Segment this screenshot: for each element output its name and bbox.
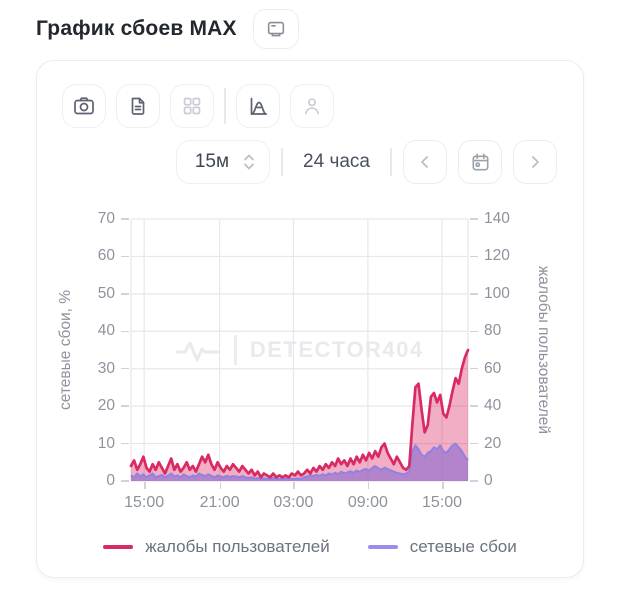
screenshot-button[interactable]	[62, 84, 106, 128]
next-period-button[interactable]	[513, 140, 557, 184]
y-tick-right: 60	[470, 360, 501, 378]
legend-item-complaints[interactable]: жалобы пользователей	[103, 537, 330, 557]
y-tick-left: 70	[98, 210, 129, 228]
page-title: График сбоев MAX	[36, 17, 237, 40]
interval-value: 15м	[194, 151, 230, 172]
chart-controls: 15м 24 часа	[175, 140, 557, 184]
grid-view-button[interactable]	[170, 84, 214, 128]
left-axis-ticks: 0 10 20 30 40 50 60 70	[37, 210, 129, 489]
screen-mode-button[interactable]	[252, 9, 299, 49]
chart-card: 15м 24 часа	[36, 60, 584, 578]
legend-swatch-complaints	[103, 544, 134, 550]
legend-swatch-network	[367, 544, 398, 550]
y-tick-right: 120	[470, 247, 510, 265]
legend-label: сетевые сбои	[409, 537, 517, 556]
x-tick	[144, 482, 146, 489]
chevrons-updown-icon	[242, 152, 256, 172]
legend-label: жалобы пользователей	[145, 537, 330, 556]
y-tick-right: 40	[470, 397, 501, 415]
x-tick-label: 09:00	[347, 494, 388, 511]
header: График сбоев MAX	[36, 9, 299, 49]
grid-icon	[180, 94, 204, 118]
y-tick-right: 0	[470, 472, 493, 490]
y-tick-right: 140	[470, 210, 510, 228]
screen-icon	[265, 18, 287, 40]
x-tick-label: 15:00	[124, 494, 165, 511]
chevron-right-icon	[525, 152, 545, 172]
y-tick-left: 50	[98, 285, 129, 303]
y-tick-left: 30	[98, 360, 129, 378]
plot-area[interactable]: DETECTOR404	[129, 218, 470, 482]
y-tick-left: 0	[106, 472, 129, 490]
document-icon	[126, 94, 150, 118]
controls-separator	[390, 148, 392, 176]
right-axis-ticks: 0 20 40 60 80 100 120 140	[470, 210, 562, 489]
chart-svg	[129, 218, 470, 482]
x-tick-label: 15:00	[422, 494, 463, 511]
toolbar-separator	[224, 88, 226, 124]
toolbar	[62, 84, 334, 128]
y-tick-left: 60	[98, 247, 129, 265]
prev-period-button[interactable]	[403, 140, 447, 184]
y-tick-right: 100	[470, 285, 510, 303]
calendar-button[interactable]	[458, 140, 502, 184]
x-tick-label: 21:00	[199, 494, 240, 511]
x-tick	[219, 482, 222, 489]
person-icon	[300, 94, 324, 118]
camera-icon	[72, 94, 96, 118]
user-button[interactable]	[290, 84, 334, 128]
report-button[interactable]	[116, 84, 160, 128]
interval-select[interactable]: 15м	[175, 140, 271, 184]
legend-item-network[interactable]: сетевые сбои	[367, 537, 517, 557]
x-axis: 15:00 21:00 03:00 09:00 15:00	[124, 481, 468, 523]
y-tick-left: 40	[98, 322, 129, 340]
y-tick-left: 10	[98, 435, 129, 453]
y-tick-left: 20	[98, 397, 129, 415]
y-tick-right: 20	[470, 435, 501, 453]
x-tick-label: 03:00	[273, 494, 314, 511]
bell-curve-icon	[246, 94, 270, 118]
y-tick-right: 80	[470, 322, 501, 340]
chevron-left-icon	[415, 152, 435, 172]
range-label: 24 часа	[303, 151, 370, 172]
x-tick	[442, 482, 444, 489]
calendar-icon	[469, 151, 492, 174]
controls-separator	[281, 148, 284, 176]
x-tick	[293, 482, 295, 489]
x-tick	[367, 482, 370, 489]
legend: жалобы пользователей сетевые сбои	[37, 537, 583, 557]
distribution-button[interactable]	[236, 84, 280, 128]
